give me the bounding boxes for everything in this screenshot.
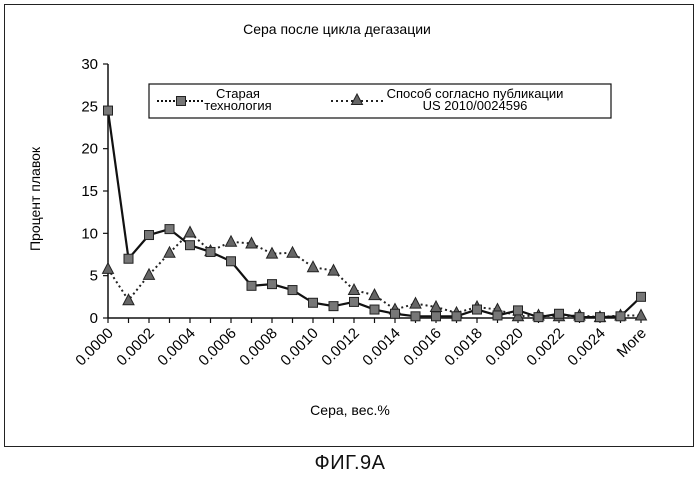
x-tick-label: 0.0010: [277, 325, 321, 369]
y-axis-title: Процент плавок: [27, 146, 43, 251]
legend-marker-old: [177, 97, 186, 106]
x-tick-label: 0.0022: [523, 325, 567, 369]
x-tick-label: 0.0014: [359, 325, 403, 369]
data-point: [534, 313, 543, 322]
data-point: [186, 241, 195, 250]
data-point: [452, 312, 461, 321]
x-tick-label: 0.0000: [72, 325, 116, 369]
data-point: [391, 309, 400, 318]
y-tick-label: 20: [81, 141, 98, 158]
data-point: [350, 297, 359, 306]
legend-label-publication: US 2010/0024596: [423, 98, 528, 113]
data-point: [206, 247, 215, 256]
y-tick-label: 15: [81, 183, 98, 200]
series-line: [108, 111, 641, 318]
data-point: [473, 305, 482, 314]
data-point: [432, 312, 441, 321]
data-point: [555, 309, 564, 318]
data-point: [185, 226, 196, 237]
y-tick-label: 5: [90, 268, 98, 285]
data-point: [410, 298, 421, 309]
chart-title: Сера после цикла дегазации: [243, 21, 431, 37]
data-point: [596, 313, 605, 322]
x-tick-label: 0.0002: [113, 325, 157, 369]
data-point: [329, 302, 338, 311]
data-point: [145, 231, 154, 240]
data-point: [616, 312, 625, 321]
x-axis-title: Сера, вес.%: [310, 402, 390, 418]
data-point: [268, 280, 277, 289]
data-point: [227, 257, 236, 266]
x-tick-label: 0.0004: [154, 325, 198, 369]
x-tick-label: 0.0018: [441, 325, 485, 369]
data-point: [287, 247, 298, 258]
data-point: [104, 106, 113, 115]
data-point: [411, 312, 420, 321]
data-point: [103, 263, 114, 274]
x-tick-label: 0.0020: [482, 325, 526, 369]
legend-label-old: технология: [204, 98, 271, 113]
data-point: [165, 225, 174, 234]
sulfur-chart: Сера после цикла дегазации Процент плаво…: [5, 5, 695, 448]
x-tick-label: 0.0008: [236, 325, 280, 369]
x-tick-label: 0.0006: [195, 325, 239, 369]
chart-frame: Сера после цикла дегазации Процент плаво…: [4, 4, 694, 447]
x-tick-label: 0.0012: [318, 325, 362, 369]
data-point: [309, 298, 318, 307]
data-point: [637, 292, 646, 301]
x-tick-label: 0.0024: [564, 325, 608, 369]
data-point: [370, 305, 379, 314]
data-point: [636, 309, 647, 320]
figure-caption: ФИГ.9A: [0, 452, 700, 475]
data-point: [514, 306, 523, 315]
x-tick-label: 0.0016: [400, 325, 444, 369]
data-point: [226, 236, 237, 247]
y-tick-label: 0: [90, 310, 98, 327]
data-point: [247, 281, 256, 290]
data-point: [369, 289, 380, 300]
legend: СтараятехнологияСпособ согласно публикац…: [149, 84, 611, 118]
x-tick-label: More: [614, 325, 650, 361]
data-point: [493, 311, 502, 320]
y-tick-label: 30: [81, 56, 98, 73]
data-point: [288, 286, 297, 295]
y-tick-label: 25: [81, 98, 98, 115]
y-tick-label: 10: [81, 225, 98, 242]
data-point: [308, 261, 319, 272]
data-point: [124, 254, 133, 263]
series-layer: [103, 106, 647, 322]
data-point: [575, 313, 584, 322]
